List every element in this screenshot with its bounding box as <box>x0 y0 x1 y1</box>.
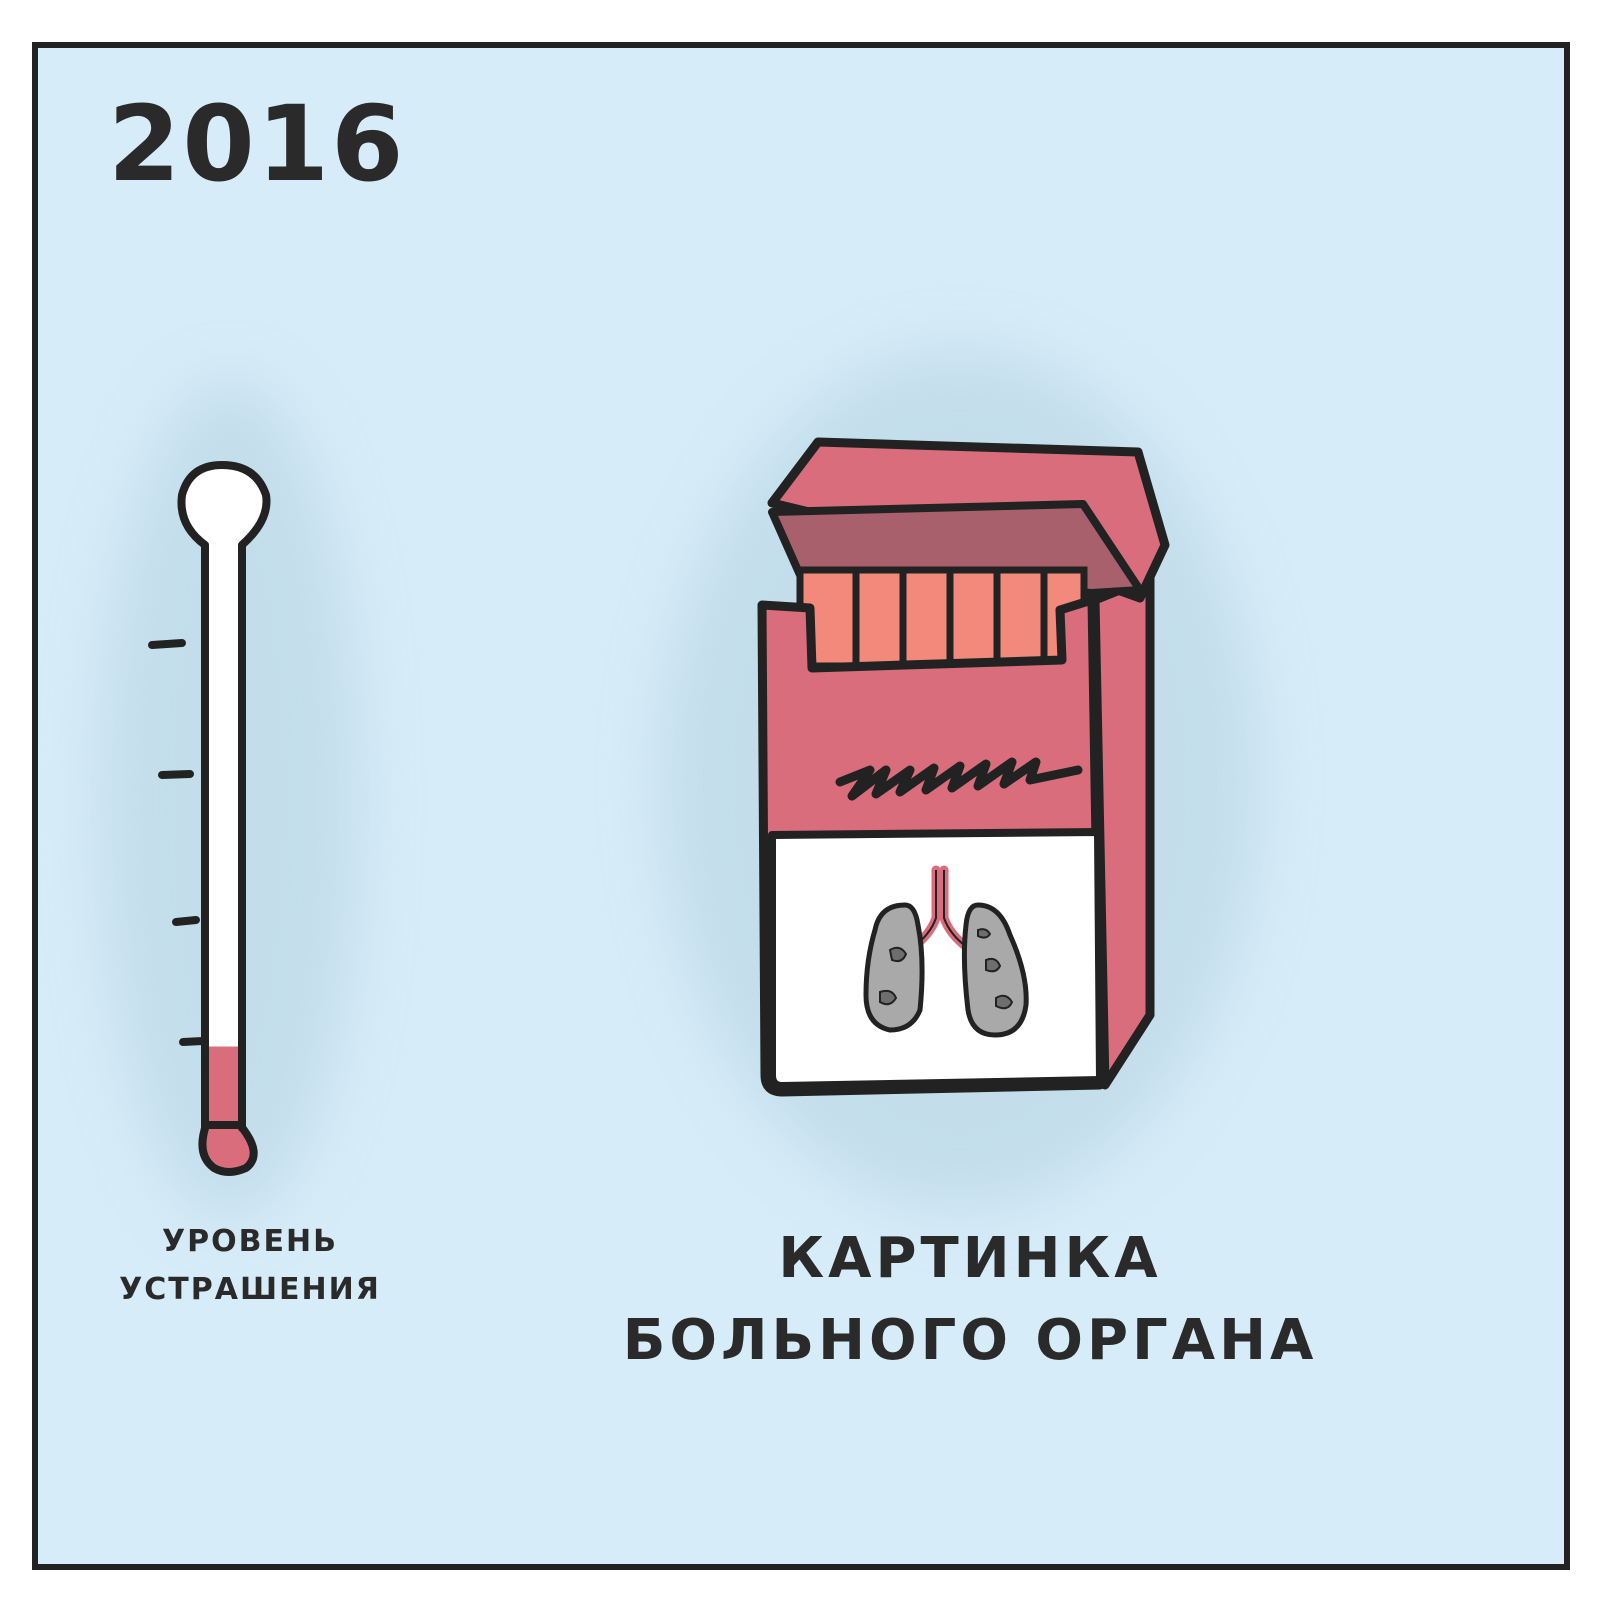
thermometer-tick <box>158 770 194 779</box>
cigarette-pack <box>757 437 1170 1097</box>
thermometer-tick <box>179 1037 207 1046</box>
pack-caption-line2: БОЛЬНОГО ОРГАНА <box>622 1308 1318 1373</box>
brand-logo <box>835 757 1083 801</box>
cigarette <box>852 566 907 670</box>
lungs-icon <box>863 865 1029 1038</box>
thermometer <box>148 461 271 1176</box>
year-title: 2016 <box>108 83 406 205</box>
thermometer-caption-line1: УРОВЕНЬ <box>162 1224 338 1259</box>
thermometer-caption-line2: УСТРАШЕНИЯ <box>119 1272 381 1307</box>
left-lung <box>863 902 925 1033</box>
thermometer-bulb <box>198 1121 258 1176</box>
thermometer-caption: УРОВЕНЬ УСТРАШЕНИЯ <box>100 1218 400 1314</box>
cigarettes <box>796 566 1088 670</box>
thermometer-fill <box>209 1046 238 1135</box>
thermometer-tick <box>172 916 200 926</box>
thermometer-tick <box>148 639 186 649</box>
cigarette <box>899 566 954 670</box>
thermometer-tube <box>177 461 271 1134</box>
pack-caption-line1: КАРТИНКА <box>778 1226 1162 1291</box>
cigarette <box>946 566 1001 670</box>
cigarette <box>993 566 1048 670</box>
pack-caption: КАРТИНКА БОЛЬНОГО ОРГАНА <box>580 1218 1360 1382</box>
